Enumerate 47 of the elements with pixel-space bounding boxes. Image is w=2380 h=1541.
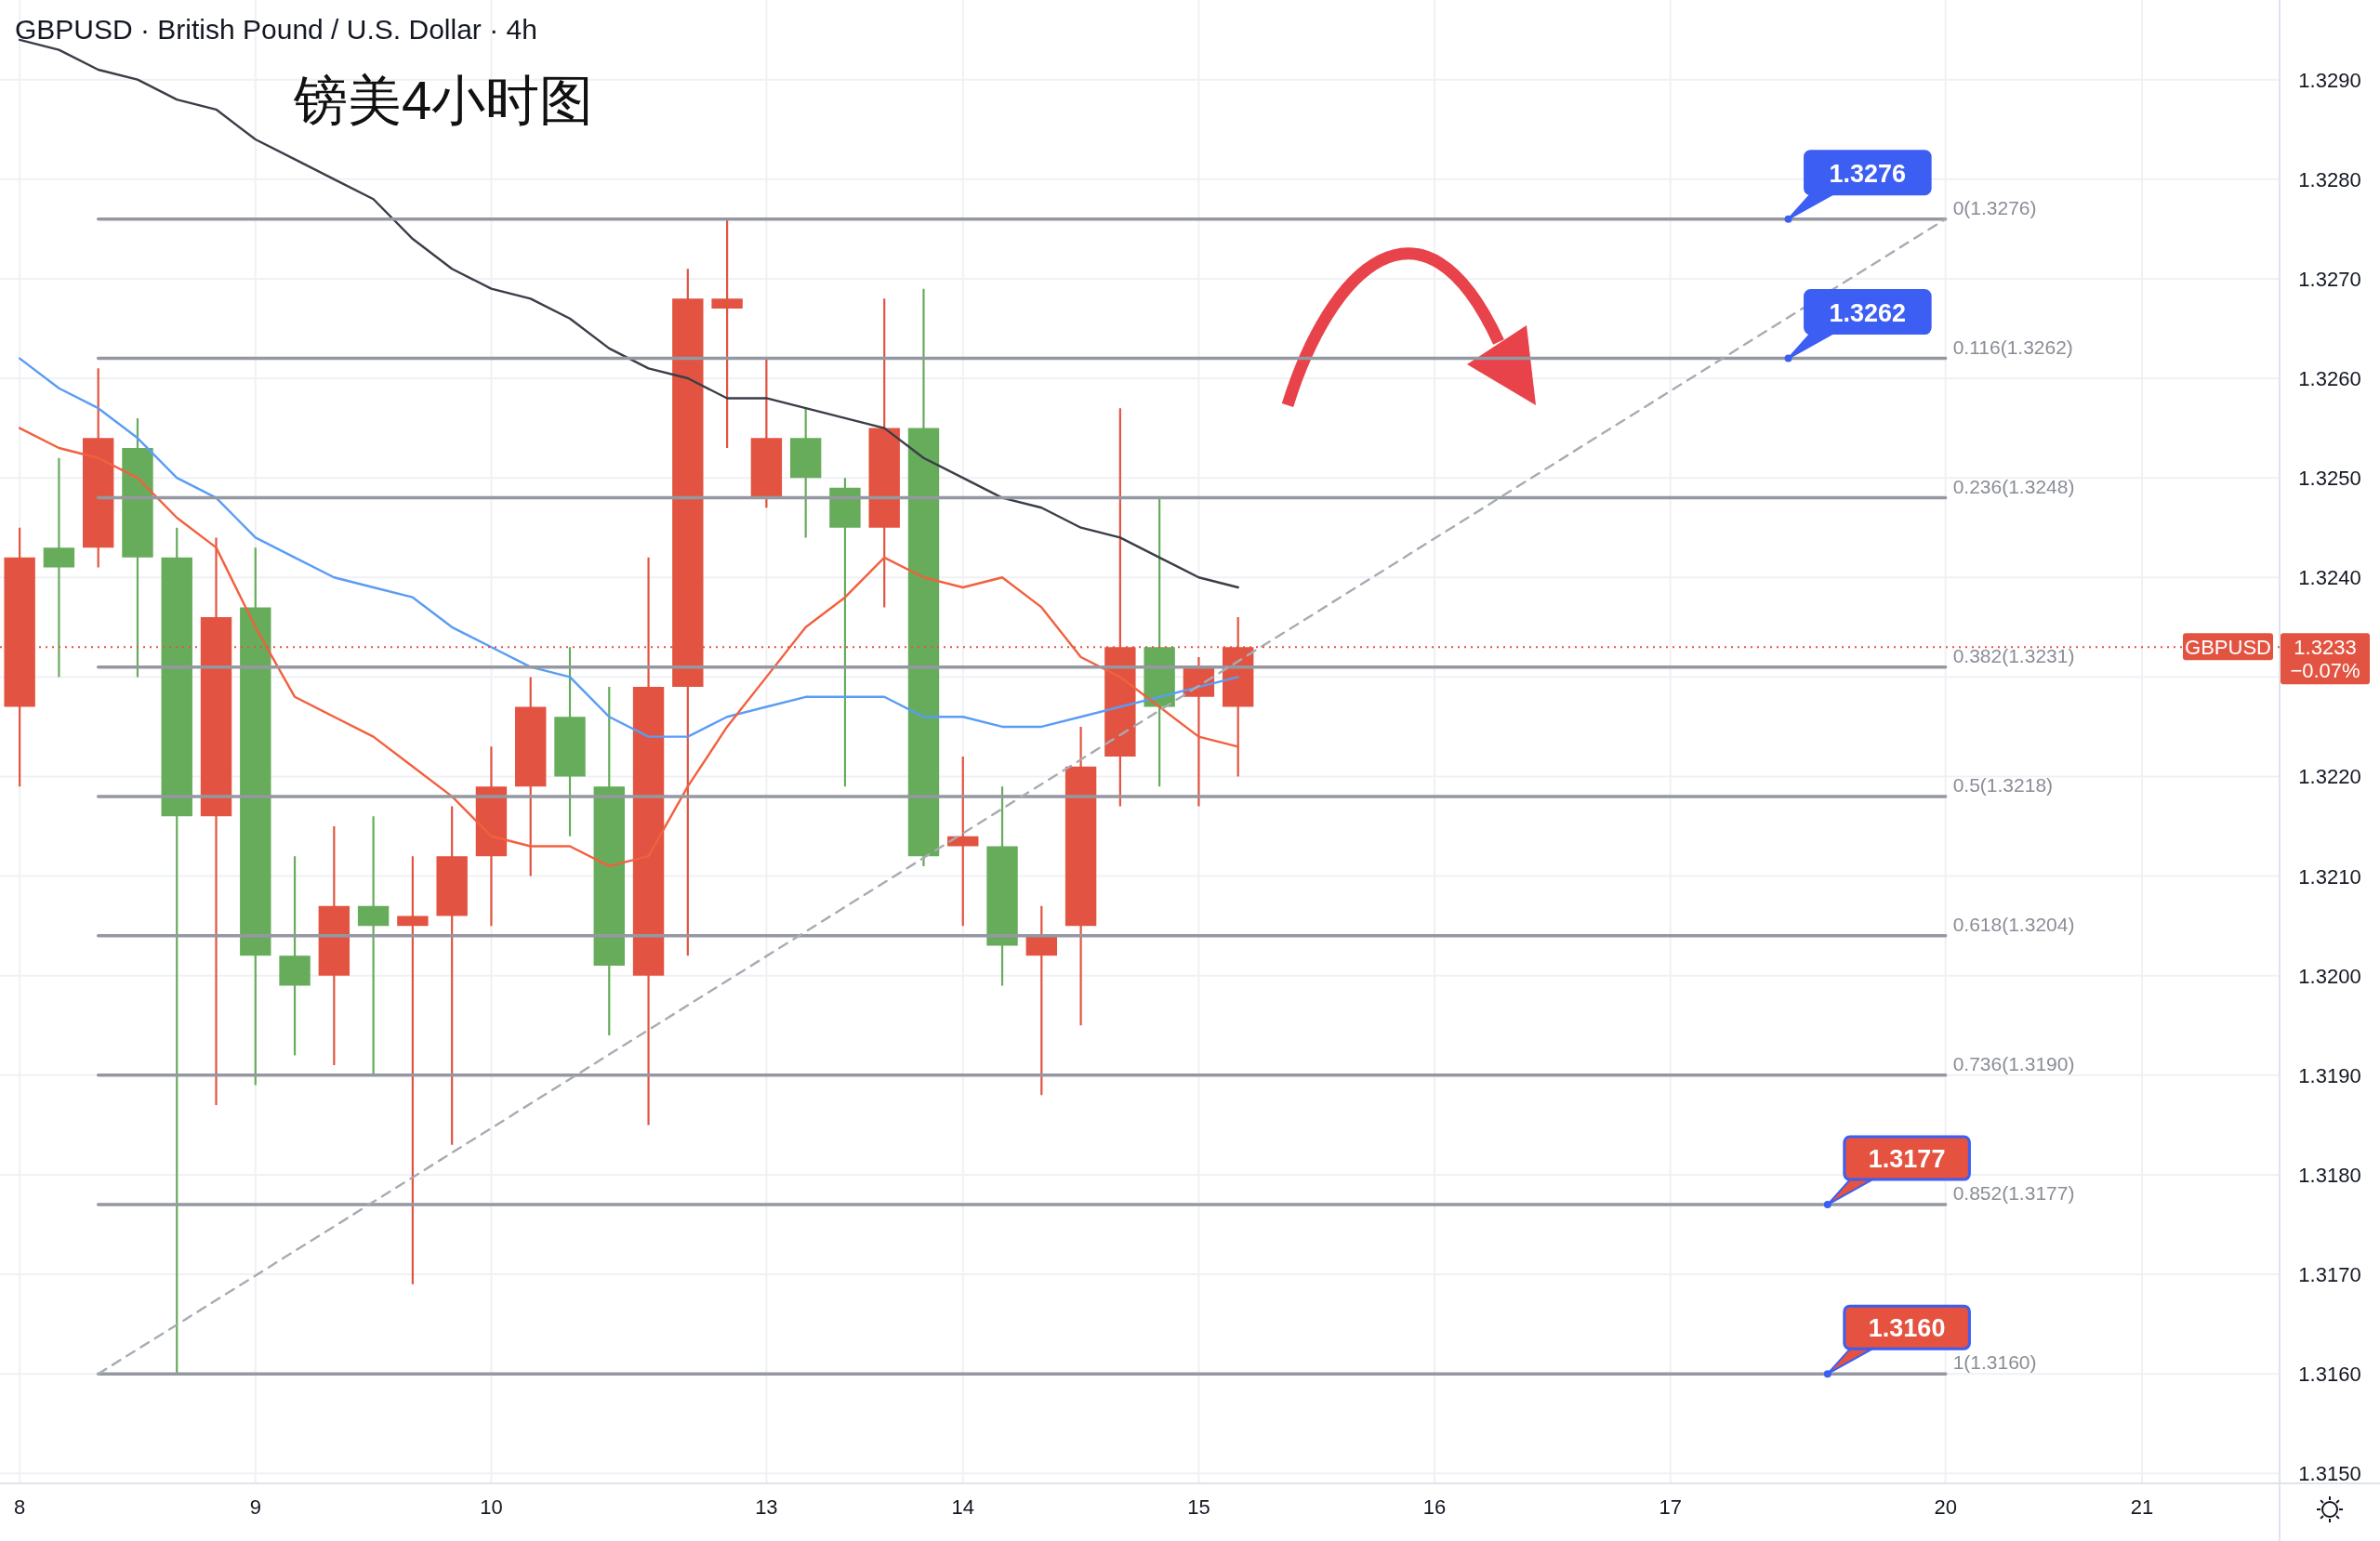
y-tick-label: 1.3240 bbox=[2298, 566, 2361, 590]
callout: 1.3262 bbox=[1784, 289, 1932, 362]
y-tick-label: 1.3180 bbox=[2298, 1163, 2361, 1187]
series-label: 0.5(1.3218) bbox=[1952, 773, 2054, 796]
x-tick-label: 17 bbox=[1659, 1495, 1682, 1519]
y-tick-label: 1.3270 bbox=[2298, 267, 2361, 291]
price-tag: 1.3233 −0.07% bbox=[2281, 633, 2370, 685]
y-tick-label: 1.3160 bbox=[2298, 1363, 2361, 1387]
y-tick-label: 1.3220 bbox=[2298, 765, 2361, 789]
annotation: 1.3160 bbox=[1868, 1314, 1946, 1343]
x-tick-label: 9 bbox=[249, 1495, 261, 1519]
series-label: 0.852(1.3177) bbox=[1952, 1182, 2075, 1205]
point bbox=[1784, 215, 1792, 223]
x-tick-label: 15 bbox=[1187, 1495, 1210, 1519]
y-tick-label: 1.3170 bbox=[2298, 1263, 2361, 1287]
x-tick-label: 8 bbox=[14, 1495, 26, 1519]
x-tick-label: 21 bbox=[2130, 1495, 2154, 1519]
y-tick-label: 1.3250 bbox=[2298, 467, 2361, 491]
series-label: 0.382(1.3231) bbox=[1952, 644, 2075, 666]
x-tick-label: 14 bbox=[951, 1495, 974, 1519]
point bbox=[1784, 354, 1792, 362]
annotation: 1.3177 bbox=[1868, 1145, 1946, 1174]
series-label: 1(1.3160) bbox=[1952, 1351, 2037, 1374]
y-tick-label: 1.3210 bbox=[2298, 864, 2361, 889]
y-tick-label: 1.3190 bbox=[2298, 1063, 2361, 1087]
text: 镑美4小时图 bbox=[293, 70, 594, 130]
callout: 1.3276 bbox=[1784, 150, 1932, 223]
y-tick-label: 1.3200 bbox=[2298, 964, 2361, 988]
series-label: 0.236(1.3248) bbox=[1952, 475, 2075, 497]
series-label: 0.116(1.3262) bbox=[1952, 336, 2073, 358]
point bbox=[1823, 1370, 1831, 1378]
y-tick-label: 1.3280 bbox=[2298, 167, 2361, 191]
text: GBPUSD · British Pound / U.S. Dollar · 4h bbox=[15, 14, 537, 45]
x-tick-label: 10 bbox=[480, 1495, 503, 1519]
x-tick-label: 13 bbox=[755, 1495, 778, 1519]
series-label: 0.618(1.3204) bbox=[1952, 913, 2075, 935]
series-label: 0.736(1.3190) bbox=[1952, 1052, 2075, 1074]
annotation: 1.3262 bbox=[1829, 298, 1907, 327]
annotation: 1.3276 bbox=[1829, 159, 1907, 188]
x-tick-label: 16 bbox=[1422, 1495, 1447, 1519]
y-tick-label: 1.3260 bbox=[2298, 367, 2361, 391]
x-tick-label: 20 bbox=[1934, 1495, 1957, 1519]
y-tick-label: 1.3290 bbox=[2298, 68, 2361, 92]
series-label: 0(1.3276) bbox=[1952, 196, 2037, 218]
point bbox=[1823, 1201, 1831, 1209]
y-tick-label: 1.3150 bbox=[2298, 1462, 2361, 1486]
ref-label: GBPUSD bbox=[2183, 633, 2273, 661]
